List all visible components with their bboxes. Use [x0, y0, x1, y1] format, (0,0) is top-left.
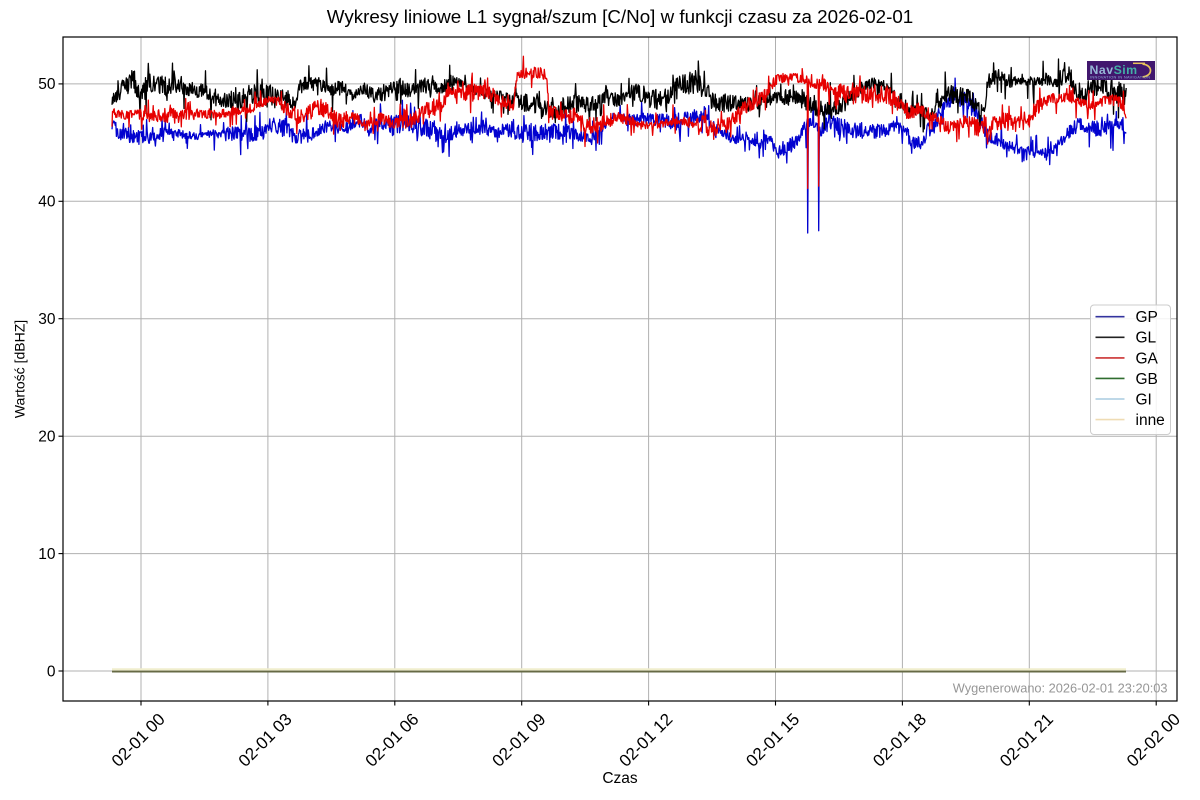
- svg-text:Wartość [dBHZ]: Wartość [dBHZ]: [12, 320, 28, 418]
- svg-text:Czas: Czas: [602, 770, 638, 787]
- svg-text:INNOVATION IN NAVIGATION: INNOVATION IN NAVIGATION: [1090, 75, 1150, 80]
- svg-text:Wykresy liniowe L1 sygnał/szum: Wykresy liniowe L1 sygnał/szum [C/No] w …: [327, 6, 913, 27]
- svg-text:GP: GP: [1136, 309, 1158, 326]
- svg-text:GA: GA: [1136, 350, 1159, 367]
- svg-text:20: 20: [38, 429, 56, 446]
- svg-text:0: 0: [47, 663, 56, 680]
- svg-text:inne: inne: [1136, 412, 1165, 429]
- svg-text:40: 40: [38, 194, 56, 211]
- svg-text:GB: GB: [1136, 371, 1158, 388]
- svg-text:10: 10: [38, 546, 56, 563]
- svg-text:Wygenerowano: 2026-02-01 23:20: Wygenerowano: 2026-02-01 23:20:03: [953, 681, 1168, 696]
- svg-text:50: 50: [38, 76, 56, 93]
- svg-text:GL: GL: [1136, 330, 1157, 347]
- svg-text:GI: GI: [1136, 391, 1152, 408]
- svg-text:NavSim: NavSim: [1090, 63, 1138, 77]
- svg-text:30: 30: [38, 311, 56, 328]
